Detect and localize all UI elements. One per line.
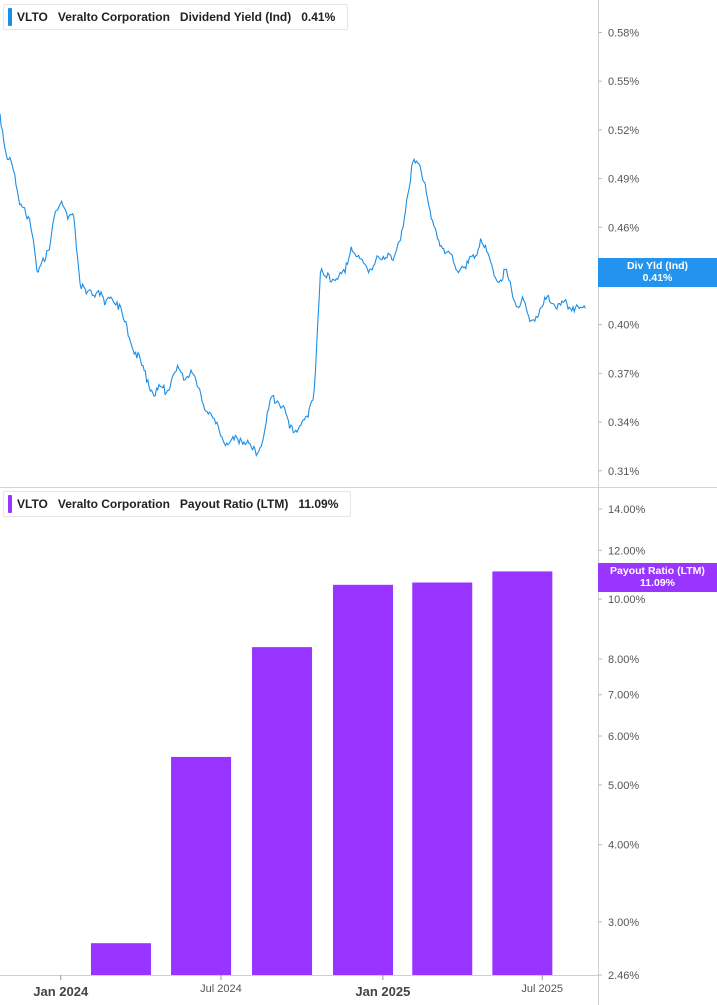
payout-y-tick-label: 8.00% [608,654,639,666]
payout-legend[interactable]: VLTO Veralto Corporation Payout Ratio (L… [3,491,352,517]
yield-tag-value: 0.41% [642,272,673,284]
payout-y-tick-label: 12.00% [608,545,646,557]
payout-y-tick-label: 4.00% [608,840,639,852]
payout-bar [492,571,553,975]
payout-y-tick-label: 2.46% [608,970,639,982]
yield-y-tick-label: 0.55% [608,76,639,88]
payout-y-tick-label: 5.00% [608,780,639,792]
payout-y-tick-label: 14.00% [608,504,646,516]
yield-tag-label: Div Yld (Ind) [626,260,689,272]
payout-company: Veralto Corporation [57,497,170,511]
yield-metric: Dividend Yield (Ind) [179,10,292,24]
x-tick-label: Jan 2025 [355,984,410,999]
payout-last-value-tag: Payout Ratio (LTM) 11.09% [598,563,717,592]
payout-y-tick-label: 7.00% [608,690,639,702]
payout-plot-area [90,571,553,975]
payout-metric: Payout Ratio (LTM) [179,497,289,511]
payout-y-tick-label: 10.00% [608,594,646,606]
payout-tag-label: Payout Ratio (LTM) [610,565,705,577]
payout-bar [252,647,313,975]
yield-series-line [0,113,586,458]
yield-plot-area [0,113,586,458]
yield-y-tick-label: 0.49% [608,174,639,186]
yield-ticker: VLTO [17,10,48,24]
yield-y-tick-label: 0.37% [608,368,639,380]
yield-last-value-tag: Div Yld (Ind) 0.41% [598,258,717,287]
yield-legend-swatch [8,8,12,26]
yield-y-tick-label: 0.46% [608,222,639,234]
payout-legend-swatch [8,495,12,513]
payout-ticker: VLTO [17,497,48,511]
yield-y-tick-label: 0.58% [608,27,639,39]
yield-y-tick-label: 0.34% [608,417,639,429]
payout-y-axis: 14.00% 12.00% 10.00% 8.00% 7.00% 6.00% 5.00% 4.… [598,504,646,982]
yield-y-tick-label: 0.52% [608,125,639,137]
payout-y-tick-label: 6.00% [608,731,639,743]
payout-tag-value: 11.09% [639,577,676,589]
x-axis: Jan 2024 Jul 2024 Jan 2025 Jul 2025 [33,975,563,999]
payout-y-tick-label: 3.00% [608,917,639,929]
payout-bar [90,943,151,975]
yield-legend[interactable]: VLTO Veralto Corporation Dividend Yield … [3,4,349,30]
yield-y-tick-label: 0.40% [608,320,639,332]
payout-bar [333,584,394,975]
yield-value: 0.41% [301,10,336,24]
payout-bar [412,582,473,975]
x-tick-label: Jul 2025 [521,983,563,995]
yield-y-axis: 0.58%0.55%0.52%0.49%0.46%0.43%0.40%0.37%… [598,27,639,478]
x-tick-label: Jan 2024 [33,984,89,999]
payout-value: 11.09% [298,497,339,511]
x-tick-label: Jul 2024 [200,983,242,995]
yield-company: Veralto Corporation [57,10,170,24]
payout-bar [171,756,232,975]
yield-y-tick-label: 0.31% [608,466,639,478]
